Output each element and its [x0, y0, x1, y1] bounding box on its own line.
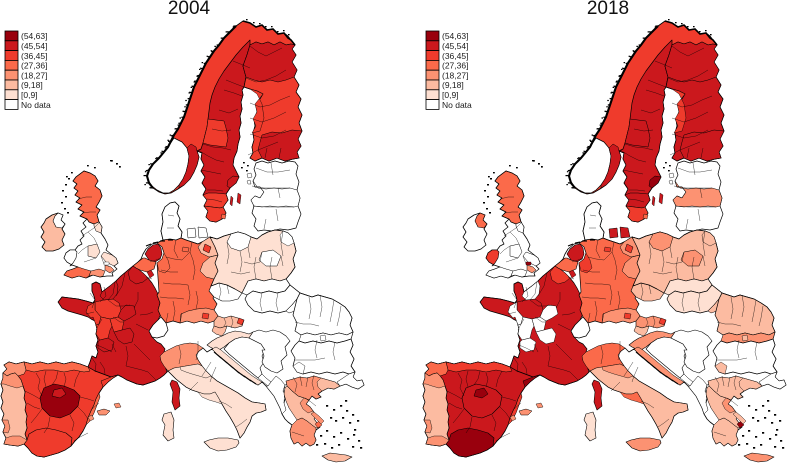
svg-text:(27,36]: (27,36]	[442, 61, 468, 71]
svg-text:(54,63]: (54,63]	[442, 31, 468, 41]
svg-text:(45,54]: (45,54]	[21, 41, 47, 51]
svg-text:(27,36]: (27,36]	[21, 61, 47, 71]
svg-text:No data: No data	[442, 100, 472, 110]
svg-text:(45,54]: (45,54]	[442, 41, 468, 51]
svg-text:No data: No data	[21, 100, 51, 110]
svg-text:[0,9]: [0,9]	[21, 90, 38, 100]
svg-text:(9,18]: (9,18]	[21, 80, 43, 90]
svg-text:[0,9]: [0,9]	[442, 90, 459, 100]
svg-text:(36,45]: (36,45]	[442, 51, 468, 61]
svg-text:(18,27]: (18,27]	[21, 70, 47, 80]
svg-text:(54,63]: (54,63]	[21, 31, 47, 41]
svg-text:(36,45]: (36,45]	[21, 51, 47, 61]
svg-text:(9,18]: (9,18]	[442, 80, 464, 90]
svg-text:(18,27]: (18,27]	[442, 70, 468, 80]
svg-text:2018: 2018	[587, 0, 629, 19]
svg-text:2004: 2004	[168, 0, 211, 19]
